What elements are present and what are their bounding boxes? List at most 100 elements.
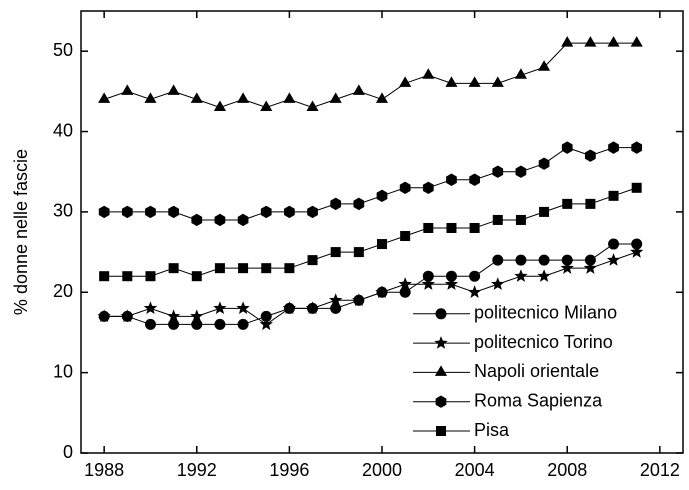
marker — [166, 309, 181, 323]
x-tick-label: 1988 — [84, 460, 124, 480]
marker — [121, 84, 134, 95]
marker — [145, 271, 156, 282]
marker — [514, 68, 527, 79]
marker — [330, 197, 342, 211]
marker — [191, 271, 202, 282]
marker — [260, 100, 273, 111]
marker — [445, 76, 458, 87]
marker — [213, 100, 226, 111]
marker — [422, 181, 434, 194]
y-tick-label: 40 — [53, 120, 73, 140]
marker — [168, 263, 179, 274]
marker — [469, 222, 480, 233]
legend-label: Pisa — [474, 420, 510, 440]
marker — [584, 36, 597, 47]
marker — [445, 270, 457, 282]
legend-marker — [435, 308, 447, 320]
x-tick-label: 1996 — [269, 460, 309, 480]
marker — [631, 238, 643, 250]
legend-marker — [434, 336, 448, 349]
marker — [330, 247, 341, 258]
marker — [352, 293, 366, 306]
legend-label: Napoli orientale — [474, 361, 599, 381]
marker — [630, 36, 643, 47]
marker — [491, 76, 504, 87]
marker — [260, 310, 272, 322]
marker — [305, 301, 320, 315]
y-axis-label: % donne nelle fascie — [11, 149, 31, 315]
marker — [144, 318, 156, 330]
marker — [97, 309, 111, 323]
series-line — [104, 147, 637, 221]
marker — [376, 189, 388, 203]
marker — [399, 286, 411, 298]
x-tick-label: 2000 — [362, 460, 402, 480]
marker — [515, 165, 527, 178]
marker — [307, 205, 318, 219]
marker — [399, 181, 411, 194]
marker — [400, 231, 411, 242]
x-tick-label: 2004 — [455, 460, 495, 480]
x-tick-label: 1992 — [177, 460, 217, 480]
marker — [585, 149, 596, 162]
marker — [631, 182, 642, 193]
y-tick-label: 50 — [53, 40, 73, 60]
marker — [444, 277, 459, 290]
marker — [353, 197, 365, 211]
marker — [190, 309, 204, 323]
marker — [560, 261, 574, 274]
marker — [238, 263, 249, 274]
marker — [259, 317, 273, 331]
marker — [469, 173, 480, 186]
marker — [446, 222, 457, 233]
marker — [492, 214, 503, 225]
marker — [561, 254, 573, 266]
marker — [630, 245, 644, 258]
marker — [144, 92, 157, 103]
marker — [329, 293, 343, 306]
marker — [191, 318, 203, 330]
y-tick-label: 0 — [63, 442, 73, 462]
x-tick-label: 2012 — [640, 460, 680, 480]
marker — [237, 213, 249, 227]
marker — [608, 190, 619, 201]
marker — [561, 36, 574, 47]
marker — [583, 261, 598, 274]
legend-marker — [435, 395, 447, 408]
marker — [283, 92, 296, 103]
marker — [537, 269, 551, 282]
legend-marker — [436, 426, 446, 436]
marker — [237, 318, 249, 330]
marker — [492, 254, 504, 266]
marker — [330, 302, 342, 314]
marker — [606, 253, 621, 266]
marker — [399, 76, 412, 87]
marker — [539, 206, 550, 217]
marker — [353, 247, 364, 258]
series-line — [103, 42, 637, 108]
marker — [375, 92, 389, 103]
marker — [422, 68, 435, 79]
series-line — [104, 187, 637, 277]
marker — [145, 205, 156, 219]
y-tick-label: 30 — [53, 201, 73, 221]
marker — [121, 205, 133, 219]
y-tick-label: 20 — [53, 281, 73, 301]
marker — [143, 301, 158, 315]
marker — [306, 100, 319, 111]
marker — [468, 76, 481, 87]
marker — [607, 36, 620, 47]
marker — [191, 213, 203, 227]
marker — [377, 239, 387, 250]
marker — [515, 254, 527, 266]
marker — [98, 205, 110, 219]
marker — [120, 309, 134, 323]
plot-frame — [80, 10, 684, 454]
marker — [214, 318, 226, 330]
marker — [538, 60, 551, 71]
marker — [352, 84, 365, 95]
x-tick-label: 2008 — [547, 460, 587, 480]
marker — [467, 285, 482, 298]
marker — [491, 277, 505, 290]
